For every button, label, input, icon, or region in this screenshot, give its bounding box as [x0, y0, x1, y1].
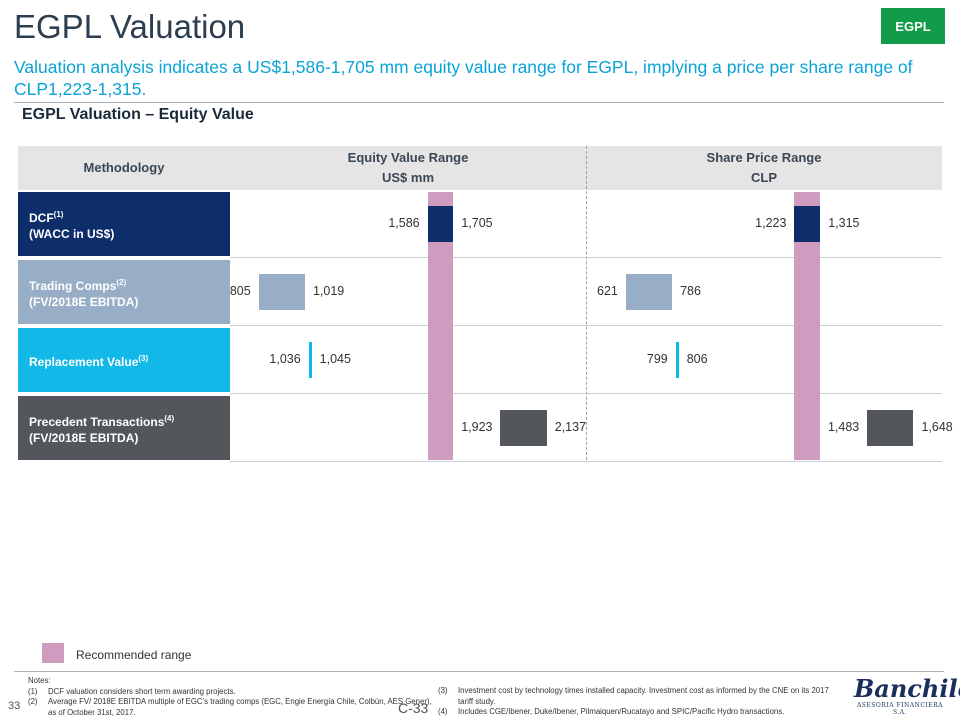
- page-number: 33: [8, 700, 21, 712]
- notes-right: (3) Investment cost by technology times …: [438, 686, 838, 718]
- note-number: (2): [28, 697, 38, 706]
- high-value-label: 806: [686, 352, 708, 366]
- note-text: Investment cost by technology times inst…: [458, 686, 829, 706]
- row-label-title: Trading Comps(2): [29, 277, 127, 293]
- notes-title: Notes:: [28, 676, 51, 685]
- high-value-label: 1,045: [319, 352, 351, 366]
- row-label-title: Precedent Transactions(4): [29, 413, 175, 429]
- share-price-header-unit: CLP: [751, 170, 777, 185]
- share-price-header-label: Share Price Range: [706, 150, 822, 165]
- section-title: EGPL Valuation – Equity Value: [22, 106, 254, 123]
- row-label: DCF(1) (WACC in US$): [18, 192, 230, 256]
- row-label: Precedent Transactions(4) (FV/2018E EBITD…: [18, 396, 230, 460]
- note-number: (4): [438, 707, 448, 716]
- column-divider: [586, 146, 587, 460]
- legend-swatch: [42, 643, 64, 663]
- note-text: Average FV/ 2018E EBITDA multiple of EGC…: [48, 697, 432, 717]
- row-label-subtitle: (FV/2018E EBITDA): [29, 294, 139, 309]
- high-value-label: 1,019: [312, 284, 345, 298]
- note-number: (1): [28, 686, 38, 696]
- low-value-label: 1,923: [461, 420, 493, 434]
- page-subtitle: Valuation analysis indicates a US$1,586-…: [14, 57, 913, 99]
- legend-label: Recommended range: [76, 648, 192, 662]
- range-bar: [308, 342, 312, 378]
- row-separator: [230, 257, 942, 258]
- row-label-footnote: (4): [164, 413, 175, 423]
- low-value-label: 1,036: [269, 352, 301, 366]
- range-bar: [625, 274, 673, 310]
- note-item: (4) Includes CGE/Ibener, Duke/Ibener, Pi…: [438, 707, 838, 718]
- note-text: Includes CGE/Ibener, Duke/Ibener, Pilmai…: [458, 707, 785, 716]
- note-number: (3): [438, 686, 448, 695]
- row-label-footnote: (3): [138, 353, 149, 363]
- high-value-label: 1,315: [828, 216, 860, 230]
- logo-subtext: ASESORIA FINANCIERA S.A.: [856, 702, 944, 716]
- notes-left: Notes: (1) DCF valuation considers short…: [28, 676, 433, 718]
- title-rule: [14, 102, 944, 103]
- row-label-title: DCF(1): [29, 209, 64, 225]
- row-separator: [230, 461, 942, 462]
- range-bar: [794, 206, 821, 242]
- page-code: C-33: [398, 700, 429, 716]
- range-bar: [675, 342, 679, 378]
- logo-text: Banchile: [854, 674, 960, 703]
- banchile-logo: Banchile ASESORIA FINANCIERA S.A.: [854, 674, 960, 717]
- note-item: (2) Average FV/ 2018E EBITDA multiple of…: [28, 697, 433, 718]
- row-label: Replacement Value(3): [18, 328, 230, 392]
- range-bar: [427, 206, 454, 242]
- row-separator: [230, 393, 942, 394]
- company-tag: EGPL: [881, 8, 945, 44]
- low-value-label: 805: [229, 284, 251, 298]
- low-value-label: 1,586: [388, 216, 420, 230]
- equity-value-header-unit: US$ mm: [381, 170, 435, 185]
- high-value-label: 1,648: [921, 420, 953, 434]
- range-bar: [500, 410, 547, 446]
- equity-value-header: Equity Value Range US$ mm: [230, 146, 586, 190]
- equity-value-header-label: Equity Value Range: [347, 150, 469, 165]
- low-value-label: 621: [597, 284, 618, 298]
- table-header: Methodology Equity Value Range US$ mm Sh…: [18, 146, 942, 190]
- methodology-header-label: Methodology: [83, 160, 165, 175]
- low-value-label: 1,223: [755, 216, 787, 230]
- row-label-footnote: (2): [116, 277, 127, 287]
- row-separator: [230, 325, 942, 326]
- note-text: DCF valuation considers short term award…: [48, 686, 236, 696]
- note-item: (1) DCF valuation considers short term a…: [28, 687, 433, 698]
- high-value-label: 2,137: [554, 420, 587, 434]
- note-item: (3) Investment cost by technology times …: [438, 686, 838, 707]
- row-label-footnote: (1): [53, 209, 64, 219]
- high-value-label: 786: [680, 284, 701, 298]
- share-price-header: Share Price Range CLP: [586, 146, 942, 190]
- range-bar: [867, 410, 914, 446]
- row-label: Trading Comps(2) (FV/2018E EBITDA): [18, 260, 230, 324]
- row-label-subtitle: (WACC in US$): [29, 226, 115, 241]
- methodology-header: Methodology: [18, 146, 230, 190]
- row-label-subtitle: (FV/2018E EBITDA): [29, 430, 139, 445]
- low-value-label: 799: [646, 352, 668, 366]
- row-label-title: Replacement Value(3): [29, 353, 149, 369]
- low-value-label: 1,483: [827, 420, 860, 434]
- footer-rule: [14, 671, 944, 672]
- page-title: EGPL Valuation: [14, 8, 246, 45]
- range-bar: [258, 274, 305, 310]
- high-value-label: 1,705: [461, 216, 493, 230]
